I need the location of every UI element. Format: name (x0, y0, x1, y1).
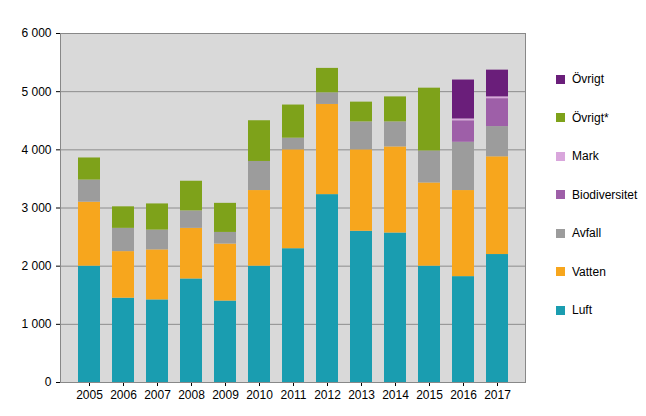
html-text:Vatten: Vatten (572, 264, 606, 279)
html-text:Övrigt*: Övrigt* (572, 110, 609, 125)
svg-text:2016: 2016 (450, 388, 477, 402)
html-text:Mark: Mark (572, 149, 599, 164)
svg-text:2 000: 2 000 (21, 259, 51, 273)
html-text:Biodiversitet: Biodiversitet (572, 187, 638, 202)
svg-text:3 000: 3 000 (21, 201, 51, 215)
svg-text:2010: 2010 (246, 388, 273, 402)
svg-text:1 000: 1 000 (21, 317, 51, 331)
svg-text:6 000: 6 000 (21, 26, 51, 40)
html-text:Övrigt: Övrigt (572, 72, 604, 87)
svg-text:2017: 2017 (484, 388, 511, 402)
html-text:Avfall: Avfall (572, 226, 602, 241)
svg-text:2012: 2012 (314, 388, 341, 402)
svg-text:2015: 2015 (416, 388, 443, 402)
html-text:Luft: Luft (572, 303, 592, 318)
svg-text:0: 0 (45, 375, 52, 389)
svg-text:5 000: 5 000 (21, 85, 51, 99)
svg-text:2005: 2005 (76, 388, 103, 402)
svg-text:2011: 2011 (281, 388, 307, 402)
svg-text:4 000: 4 000 (21, 143, 51, 157)
svg-text:2006: 2006 (110, 388, 137, 402)
svg-text:2009: 2009 (212, 388, 239, 402)
svg-text:2008: 2008 (178, 388, 205, 402)
svg-text:2007: 2007 (144, 388, 171, 402)
svg-text:2013: 2013 (348, 388, 375, 402)
svg-text:2014: 2014 (382, 388, 409, 402)
